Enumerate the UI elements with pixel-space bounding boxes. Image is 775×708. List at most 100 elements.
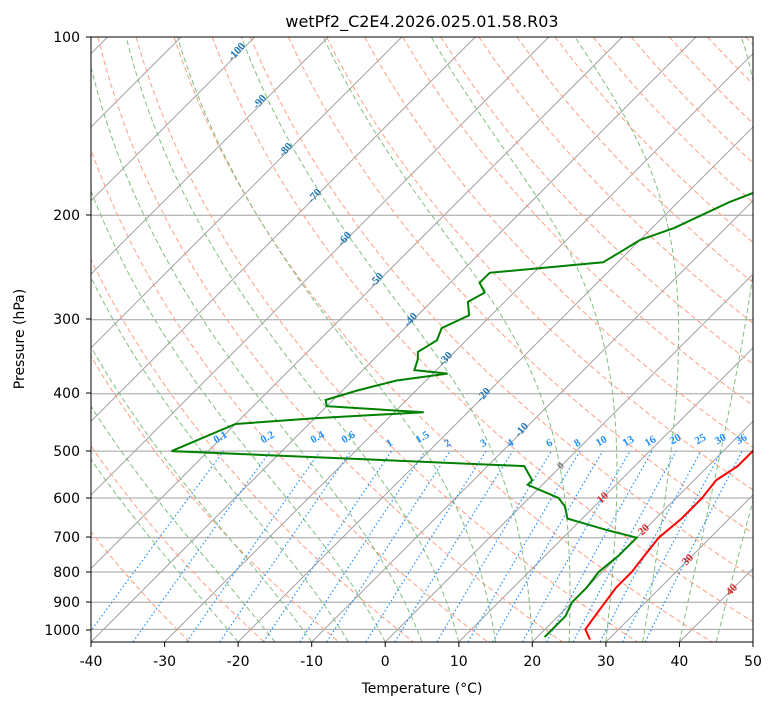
moist-adiabat-line: [91, 276, 349, 642]
svg-text:1000: 1000: [44, 623, 80, 639]
dry-adiabat-line: [173, 37, 713, 642]
mixing-ratio-line: [219, 450, 352, 642]
dry-adiabats: [91, 37, 753, 642]
y-tick: 800: [53, 565, 91, 581]
dry-adiabat-line: [91, 531, 191, 642]
mixing-ratio-label: 8: [572, 437, 583, 450]
mixing-ratio-line: [262, 450, 392, 642]
svg-text:900: 900: [53, 595, 80, 611]
svg-text:40: 40: [670, 654, 688, 670]
moist-adiabat-line: [91, 458, 239, 642]
mixing-ratio-label: 0.1: [212, 429, 230, 446]
dry-adiabat-line: [249, 37, 753, 578]
dry-adiabat-line: [478, 37, 753, 324]
moist-adiabats: [91, 37, 753, 642]
isotherm-line: [605, 494, 753, 642]
isotherm-line: [164, 52, 753, 642]
isotherm-line: [237, 126, 753, 642]
svg-text:50: 50: [744, 654, 762, 670]
mixing-ratio-line: [394, 450, 514, 642]
dry-adiabat-line: [91, 355, 340, 642]
x-tick: 0: [381, 642, 390, 670]
isotherm-line: [91, 37, 403, 349]
y-tick: 600: [53, 491, 91, 507]
skewed-isotherm-grid: [91, 37, 753, 642]
moist-adiabat-line: [574, 37, 680, 642]
dry-adiabat-line: [516, 37, 753, 284]
svg-text:800: 800: [53, 565, 80, 581]
x-tick: -20: [227, 642, 250, 670]
x-tick: -10: [300, 642, 323, 670]
svg-text:-30: -30: [153, 654, 176, 670]
isotherm-line: [384, 273, 753, 642]
x-tick: 20: [523, 642, 541, 670]
chart-title: wetPf2_C2E4.2026.025.01.58.R03: [285, 12, 558, 32]
y-tick: 100: [53, 30, 91, 46]
mixing-ratio-label: 6: [544, 437, 555, 450]
y-tick: 300: [53, 312, 91, 328]
mixing-ratio-line: [91, 450, 224, 632]
y-tick: 400: [53, 386, 91, 402]
x-axis-label: Temperature (°C): [361, 681, 483, 697]
dry-adiabat-line: [211, 37, 753, 623]
mixing-ratio-label: 2: [442, 437, 453, 450]
moist-adiabat-line: [91, 345, 313, 642]
y-tick: 500: [53, 444, 91, 460]
x-tick: 40: [670, 642, 688, 670]
x-axis: -40 -30 -20 -10 0 10 20 30 40 50: [80, 642, 762, 670]
dry-adiabat-line: [97, 37, 563, 642]
x-tick: -30: [153, 642, 176, 670]
dry-adiabat-line: [91, 445, 265, 642]
x-tick: 30: [597, 642, 615, 670]
isotherm-line: [458, 347, 753, 642]
moist-adiabat-line: [176, 37, 497, 642]
y-tick: 900: [53, 595, 91, 611]
mixing-ratio-line: [644, 450, 743, 642]
mixing-ratio-line: [326, 450, 451, 642]
moist-adiabat-line: [91, 65, 423, 642]
x-tick: -40: [80, 642, 103, 670]
svg-text:-10: -10: [300, 654, 323, 670]
moist-adiabat-line: [715, 498, 753, 642]
x-tick: 10: [450, 642, 468, 670]
y-tick: 1000: [44, 623, 91, 639]
svg-text:600: 600: [53, 491, 80, 507]
svg-text:10: 10: [450, 654, 468, 670]
mixing-ratio-line: [572, 450, 677, 642]
mixing-ratio-label: 1: [384, 437, 395, 450]
mixing-ratio-line: [132, 450, 271, 642]
isotherm-line: [91, 37, 550, 496]
svg-text:100: 100: [53, 30, 80, 46]
isotherm-line: [91, 37, 256, 202]
dry-adiabat-line: [364, 37, 753, 449]
isotherm-line: [91, 37, 329, 275]
sounding-curves: [171, 191, 753, 640]
dry-adiabat-line: [402, 37, 753, 407]
moist-adiabat-line: [322, 37, 571, 642]
y-tick: 200: [53, 208, 91, 224]
mixing-ratio-line: [299, 450, 426, 642]
isotherm-line: [91, 37, 623, 570]
moist-adiabat-line: [240, 37, 533, 642]
svg-text:-40: -40: [80, 654, 103, 670]
moist-adiabat-line: [678, 37, 753, 642]
svg-text:-20: -20: [227, 654, 250, 670]
svg-text:20: 20: [523, 654, 541, 670]
svg-text:30: 30: [597, 654, 615, 670]
dry-adiabat-line: [440, 37, 753, 365]
dry-adiabat-line: [135, 37, 638, 642]
mixing-ratio-line: [546, 450, 653, 642]
mixing-ratio-label: 3: [478, 437, 489, 450]
svg-text:500: 500: [53, 444, 80, 460]
svg-text:400: 400: [53, 386, 80, 402]
svg-text:200: 200: [53, 208, 80, 224]
dry-adiabat-line: [91, 258, 414, 642]
svg-text:700: 700: [53, 530, 80, 546]
x-tick: 50: [744, 642, 762, 670]
mixing-ratio-lines: [91, 450, 743, 642]
y-axis: 100 200 300 400 500 600 700 800 900 1000: [44, 30, 91, 639]
plot-area: [91, 37, 753, 642]
y-tick: 700: [53, 530, 91, 546]
moist-adiabat-line: [125, 37, 460, 642]
